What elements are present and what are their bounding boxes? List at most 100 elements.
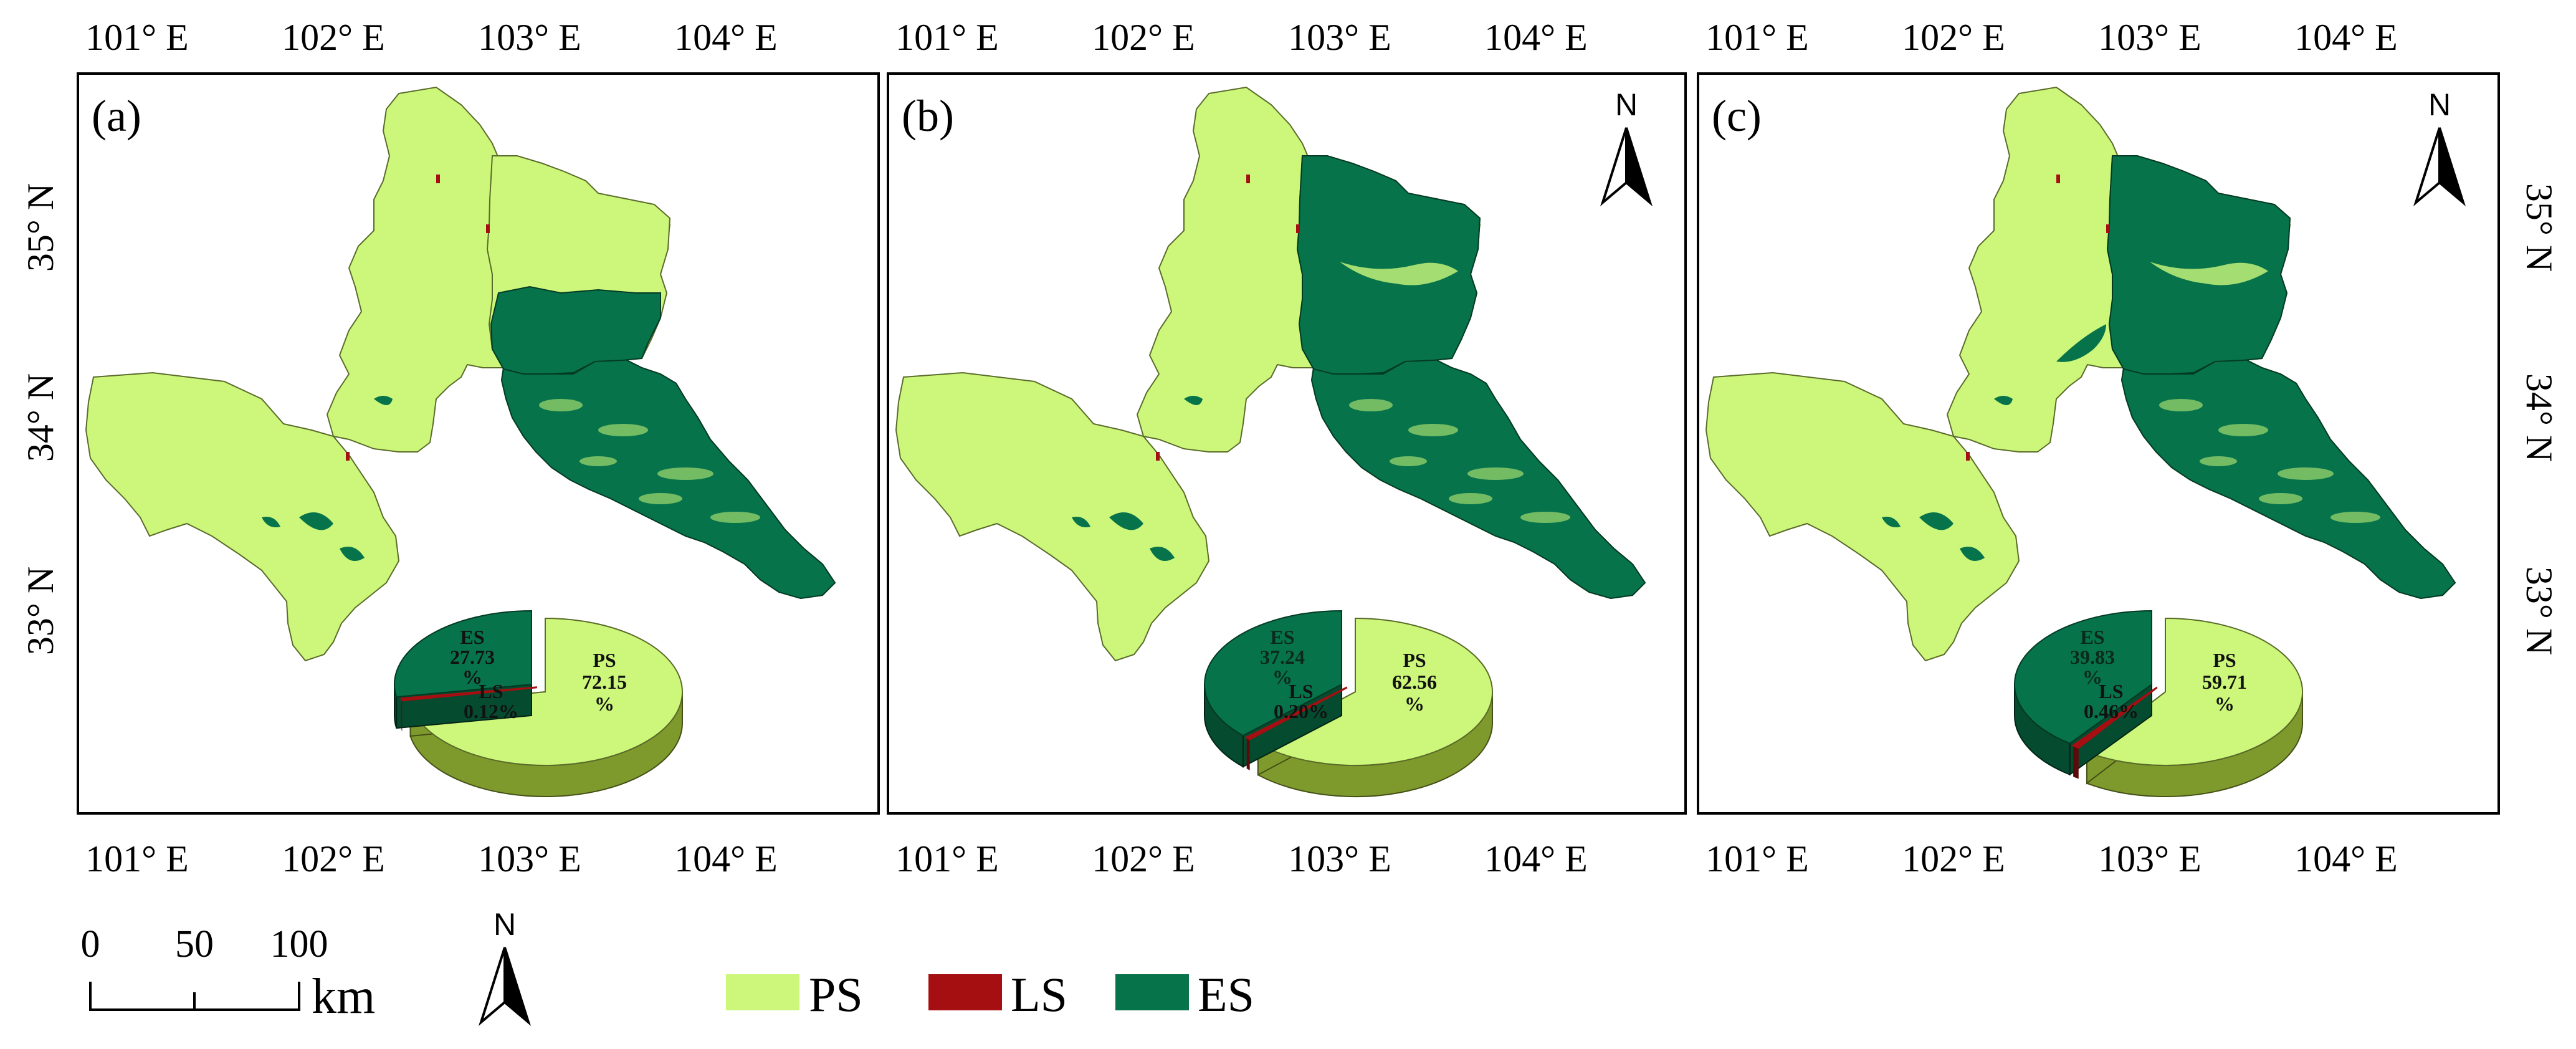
north-arrow-icon: N (2413, 87, 2466, 206)
pie-label-ps: PS (1403, 649, 1426, 671)
y-tick-right: 33° N (2519, 567, 2560, 655)
map-patch-ls (1296, 224, 1300, 233)
map-patch-ps (1390, 456, 1427, 466)
map-patch-es (1072, 517, 1090, 527)
pie-label-es: 37.24 (1260, 646, 1305, 668)
x-tick-top: 102° E (282, 17, 385, 58)
north-arrow-icon: N (1600, 87, 1653, 206)
pie-label-es: ES (460, 626, 484, 648)
legend-swatch-es (1115, 974, 1189, 1010)
map-patch-es (1960, 547, 1985, 561)
pie-slice-es (1204, 610, 1342, 737)
x-tick-bottom: 102° E (282, 838, 385, 879)
pie-label-ps: 62.56 (1392, 671, 1437, 693)
x-tick-top: 103° E (478, 17, 581, 58)
x-tick-top: 101° E (895, 17, 999, 58)
panel-label: (c) (1712, 91, 1762, 141)
map-patch-ps (2278, 467, 2334, 480)
pie-slice-ls (2071, 686, 2158, 749)
pie-label-ps: % (1405, 692, 1424, 715)
map-patch-ps (710, 512, 760, 523)
map-patch-ls (2106, 224, 2110, 233)
map-patch-ps (2259, 493, 2302, 504)
map-patch-ps (2330, 512, 2380, 523)
pie-label-ps: PS (2213, 649, 2236, 671)
x-tick-top: 104° E (2294, 17, 2398, 58)
x-tick-bottom: 101° E (1705, 838, 1809, 879)
legend-label-ps: PS (809, 967, 863, 1022)
map-patch-ps (580, 456, 617, 466)
legend-swatch-ls (928, 974, 1002, 1010)
map-patch-ps (539, 399, 583, 411)
x-tick-bottom: 103° E (2098, 838, 2202, 879)
map-shape (1705, 87, 2456, 661)
map-patch-es (1184, 396, 1203, 405)
map-patch-ls (486, 224, 490, 233)
map-patch-ls (1156, 452, 1160, 461)
x-tick-bottom: 102° E (1902, 838, 2005, 879)
map-patch-ls (1246, 175, 1250, 183)
x-tick-top: 101° E (1705, 17, 1809, 58)
north-arrow-icon: N (479, 907, 531, 1026)
map-shape (895, 87, 1646, 661)
legend-label-ls: LS (1011, 967, 1067, 1022)
x-tick-bottom: 104° E (1484, 838, 1588, 879)
map-patch-ps (598, 424, 648, 436)
x-tick-top: 104° E (1484, 17, 1588, 58)
pie-label-es: % (462, 666, 482, 688)
pie-slice-ls (1244, 686, 1348, 740)
map-patch-ps (1449, 493, 1492, 504)
panel-label: (a) (92, 91, 141, 141)
legend-swatch-ps (726, 974, 799, 1010)
map-patch-ps (2159, 399, 2203, 411)
map-patch-es (1150, 547, 1175, 561)
pie-label-ls: 0.20% (1274, 700, 1329, 722)
pie-label-ls: 0.46% (2084, 700, 2139, 722)
y-tick-left: 35° N (20, 183, 61, 272)
map-patch-es (340, 547, 365, 561)
y-tick-right: 35° N (2519, 183, 2560, 272)
y-tick-left: 34° N (20, 373, 61, 462)
map-patch-ps (2150, 262, 2268, 285)
pie-slice-ls (400, 686, 537, 702)
pie-slice-ls-side (2073, 745, 2079, 779)
scale-bar: 0 50 100 km (81, 923, 376, 1024)
x-tick-top: 103° E (1288, 17, 1391, 58)
x-tick-top: 103° E (2098, 17, 2202, 58)
pie-label-ps: PS (593, 649, 616, 671)
pie-label-es: 27.73 (450, 646, 495, 668)
x-tick-bottom: 101° E (895, 838, 999, 879)
x-tick-top: 102° E (1902, 17, 2005, 58)
pie-slice-ls-side (401, 698, 403, 732)
legend-label-es: ES (1198, 967, 1254, 1022)
north-letter: N (494, 907, 516, 942)
map-patch-es (1109, 512, 1143, 530)
pie-label-ls: LS (479, 680, 503, 702)
map-patch-ps (639, 493, 682, 504)
x-tick-top: 101° E (85, 17, 189, 58)
pie-label-ps: % (2215, 692, 2235, 715)
pie-slice-es (394, 610, 532, 698)
scale-label-0: 0 (81, 923, 100, 965)
pie-label-ls: LS (1289, 680, 1313, 702)
pie-slice-es (2014, 610, 2152, 744)
map-patch-es (1919, 512, 1953, 530)
map-patch-ps (1340, 262, 1458, 285)
pie-slice-ps (409, 617, 683, 766)
map-patch-ls (346, 452, 350, 461)
map-region-es (490, 285, 661, 375)
x-tick-top: 102° E (1092, 17, 1195, 58)
map-shape (85, 87, 836, 661)
map-patch-ps (1520, 512, 1570, 523)
scale-unit: km (312, 969, 375, 1024)
x-tick-bottom: 104° E (674, 838, 778, 879)
pie-slice-ps (2085, 617, 2304, 766)
